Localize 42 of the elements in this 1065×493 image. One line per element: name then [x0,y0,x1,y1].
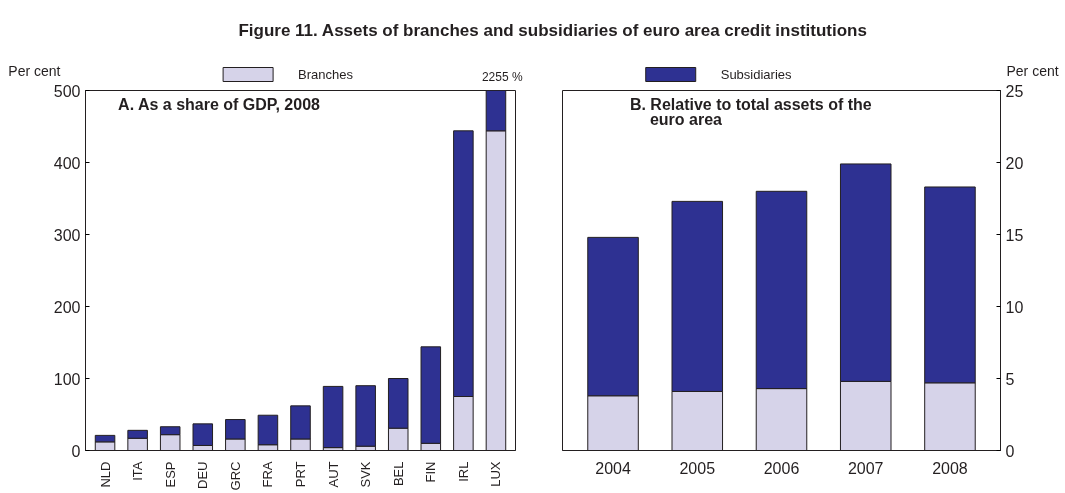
x-tick-label: IRL [455,461,471,482]
y2-axis-title: Per cent [1006,62,1059,79]
y-tick-label: 500 [53,82,81,100]
bar [257,414,279,446]
bar [355,385,376,447]
x-tick-label: 2005 [679,459,716,477]
x-tick-label: 2004 [595,459,631,477]
y2-tick-label: 25 [1005,82,1024,100]
x-tick-label: NLD [97,461,113,488]
y2-tick-label: 20 [1005,154,1024,172]
chart-subtitle: A. As a share of GDP, 2008 [118,95,321,113]
bar [192,423,214,446]
x-tick-label: AUT [325,461,341,488]
y-axis-title: Per cent [8,62,61,79]
y2-tick-label: 15 [1005,226,1024,244]
x-tick-label: 2008 [932,459,968,477]
legend-label: Subsidiaries [720,67,793,82]
legend-label: Branches [298,67,354,82]
x-tick-label: GRC [227,461,243,491]
y-tick-label: 100 [53,370,81,388]
x-tick-label: FIN [423,461,439,483]
x-tick-label: 2006 [763,459,800,477]
text: B. Relative to total assets of the euro area [629,95,872,128]
y2-tick-label: 5 [1005,370,1015,388]
x-tick-label: SVK [358,461,374,488]
y2-tick-label: 0 [1005,442,1015,460]
y-tick-label: 0 [71,442,81,460]
annotation: 2255 % [481,69,523,84]
x-tick-label: 2007 [847,459,884,477]
x-tick-label: ESP [162,461,178,488]
y-tick-label: 400 [53,154,81,172]
y-tick-label: 200 [53,298,81,316]
text: Figure 11. Assets of branches and subsidiaries of euro area credit institutions [238,21,867,40]
x-tick-label: ITA [130,461,146,481]
x-tick-label: LUX [488,461,504,487]
y2-tick-label: 10 [1005,298,1024,316]
x-tick-label: DEU [195,461,211,489]
x-tick-label: PRT [293,461,308,488]
x-tick-label: BEL [390,461,406,487]
y-tick-label: 300 [53,226,81,244]
x-tick-label: FRA [260,461,276,488]
bar [322,385,344,449]
